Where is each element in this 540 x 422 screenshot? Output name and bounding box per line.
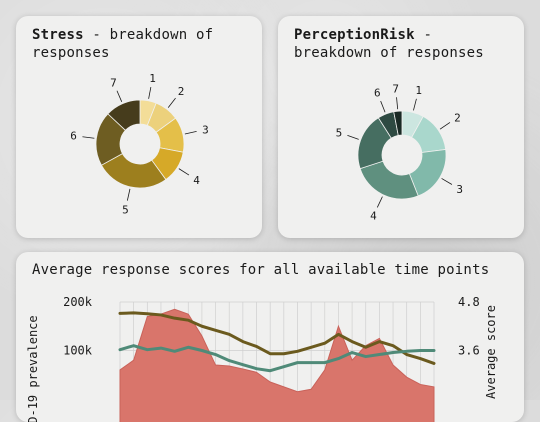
risk-leader-1 [413, 98, 417, 111]
risk-slice-4 [359, 160, 419, 200]
stress-label-1: 1 [149, 72, 156, 85]
risk-label-7: 7 [392, 82, 399, 95]
stress-label-2: 2 [178, 85, 185, 98]
stress-leader-6 [82, 136, 95, 139]
perception-risk-title-bold: PerceptionRisk [294, 27, 415, 43]
timeseries-title: Average response scores for all availabl… [32, 262, 490, 278]
right-axis-label: Average score [484, 305, 498, 399]
risk-label-2: 2 [454, 111, 461, 124]
stress-card-title: Stress - breakdown of responses [32, 26, 252, 62]
left-axis-tick: 200k [63, 295, 93, 309]
stress-label-4: 4 [193, 174, 200, 187]
stress-card: Stress - breakdown of responses 1 2 3 4 5 6 7 [16, 16, 262, 238]
risk-slice-7 [393, 110, 403, 136]
perception-risk-donut-chart: 1 2 3 4 5 6 7 [336, 82, 463, 223]
score-line-series-2 [118, 344, 436, 373]
score-line-series-1 [118, 311, 436, 365]
risk-leader-7 [396, 97, 399, 110]
stress-donut-chart: 1 2 3 4 5 6 7 [70, 72, 209, 216]
timeseries-card: Average response scores for all availabl… [16, 252, 524, 422]
risk-label-4: 4 [370, 210, 377, 223]
timeseries-chart: 200k 100k 4.8 3.6 COVID-19 prevalence Average… [26, 295, 498, 422]
stress-leader-3 [184, 130, 197, 135]
risk-leader-5 [347, 134, 359, 140]
risk-label-3: 3 [456, 183, 463, 196]
risk-leader-3 [441, 178, 453, 185]
perception-risk-title-rest: - breakdown of responses [294, 27, 484, 61]
stress-leader-7 [116, 90, 123, 102]
perception-risk-card-title: PerceptionRisk - breakdown of responses [294, 26, 514, 62]
stress-leader-5 [126, 188, 131, 201]
left-axis-tick: 100k [63, 344, 93, 358]
stress-title-rest: - breakdown of responses [32, 27, 214, 61]
risk-leader-2 [439, 122, 451, 130]
stress-label-7: 7 [110, 77, 117, 90]
risk-leader-4 [376, 196, 383, 208]
stress-label-5: 5 [122, 203, 129, 216]
stress-leader-1 [148, 86, 152, 99]
risk-label-5: 5 [336, 126, 343, 139]
prevalence-area-series [119, 308, 435, 422]
risk-label-1: 1 [415, 84, 422, 97]
perception-risk-card: PerceptionRisk - breakdown of responses … [278, 16, 524, 238]
stress-label-6: 6 [70, 130, 77, 143]
risk-label-6: 6 [374, 87, 381, 100]
stress-slice-7 [107, 99, 141, 131]
stress-leader-2 [167, 97, 176, 108]
right-axis-tick: 3.6 [458, 344, 480, 358]
risk-leader-6 [380, 100, 386, 113]
stress-label-3: 3 [202, 123, 209, 136]
right-axis-tick: 4.8 [458, 295, 480, 309]
stress-leader-4 [178, 168, 190, 176]
left-axis-label: COVID-19 prevalence [26, 315, 40, 422]
stress-title-bold: Stress [32, 27, 84, 43]
